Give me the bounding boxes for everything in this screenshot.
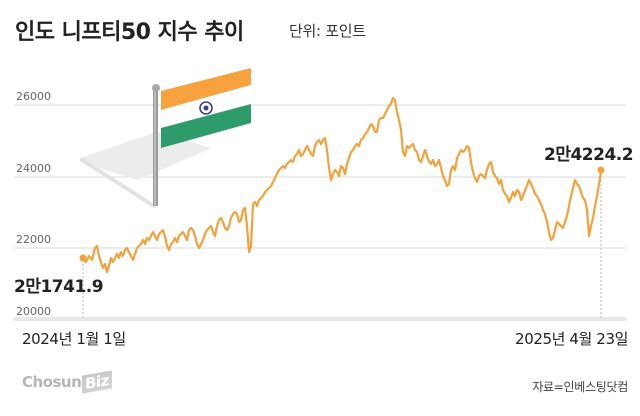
x-axis-start-date: 2024년 1월 1일 <box>22 330 126 348</box>
index-line <box>81 96 603 274</box>
logo-text: Chosun <box>22 373 82 391</box>
logo-badge: Biz <box>82 370 113 394</box>
y-tick-26000: 26000 <box>16 90 51 103</box>
end-value-label: 2만4224.2 <box>544 145 634 165</box>
chart-title: 인도 니프티50 지수 추이 <box>15 20 244 45</box>
start-point-marker <box>79 254 87 262</box>
y-tick-24000: 24000 <box>16 162 51 175</box>
y-tick-20000: 20000 <box>16 305 51 318</box>
y-tick-22000: 22000 <box>16 233 51 246</box>
start-value-label: 2만1741.9 <box>14 277 104 297</box>
unit-label: 단위: 포인트 <box>289 22 366 40</box>
source-credit: 자료=인베스팅닷컴 <box>532 380 628 394</box>
x-axis-baseline <box>14 317 626 321</box>
india-flag-icon <box>80 68 251 208</box>
gridlines <box>14 104 626 249</box>
chosunbiz-logo: Chosun Biz <box>22 370 113 394</box>
x-axis-end-date: 2025년 4월 23일 <box>515 330 628 348</box>
end-point-marker <box>597 166 605 174</box>
